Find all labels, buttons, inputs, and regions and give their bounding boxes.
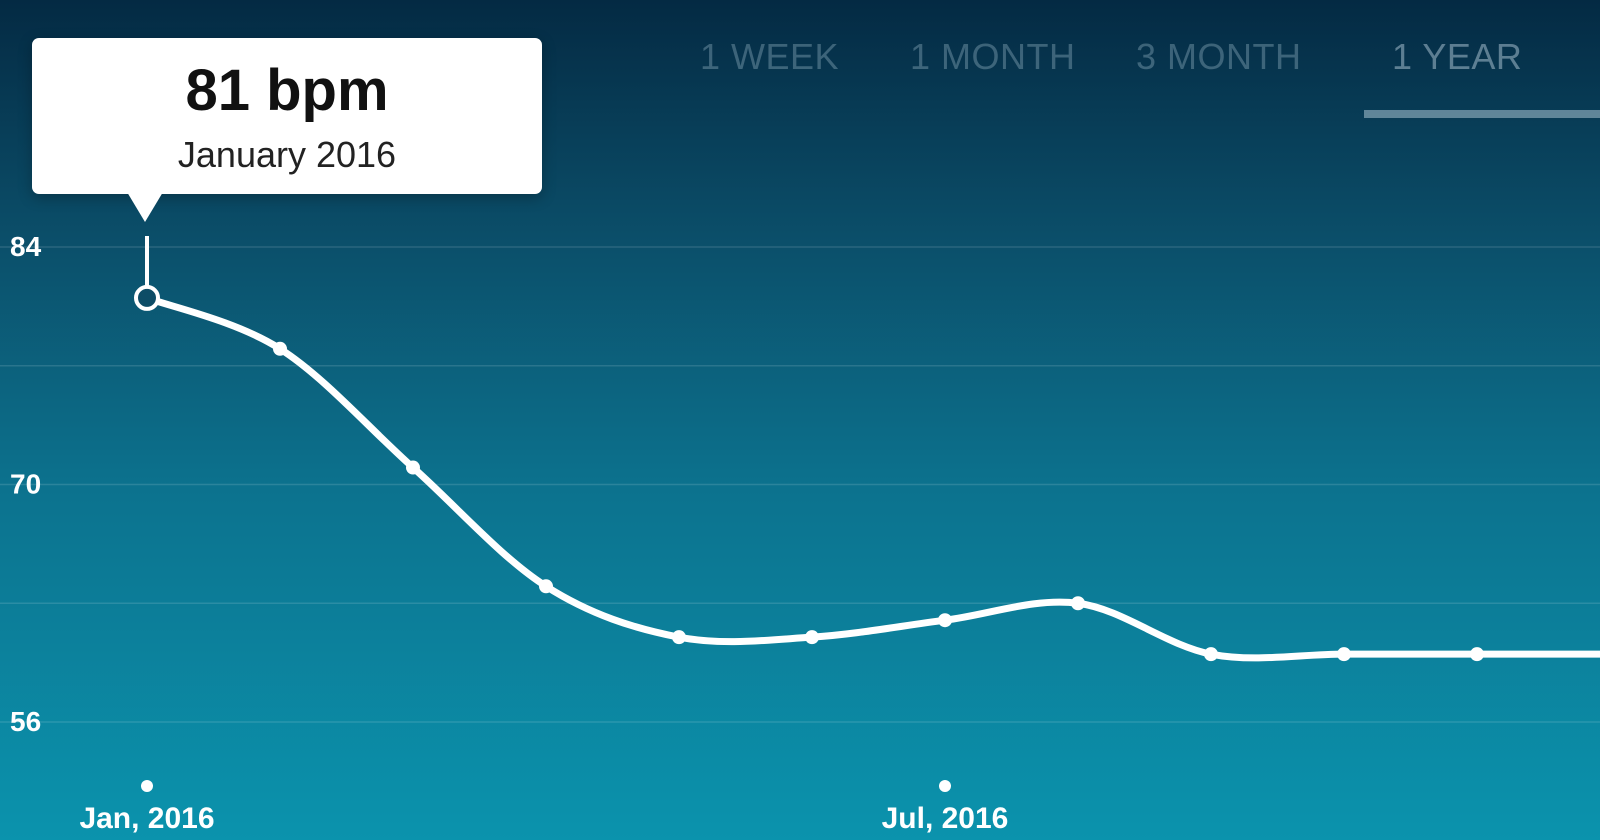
tab-1-year[interactable]: 1 YEAR <box>1392 36 1523 77</box>
x-tick-dot <box>141 780 153 792</box>
series-line <box>143 294 1600 662</box>
tooltip-date: January 2016 <box>177 134 397 175</box>
data-point <box>539 579 553 594</box>
data-point <box>1337 647 1351 662</box>
data-point <box>406 460 420 475</box>
time-range-tabs: 1 WEEK 1 MONTH 3 MONTH 1 YEAR <box>670 36 1600 126</box>
y-tick-label: 84 <box>10 231 42 262</box>
data-point <box>273 341 287 356</box>
y-axis-ticks: 84 70 56 <box>10 231 42 737</box>
x-tick-label: Jul, 2016 <box>882 802 1009 835</box>
y-tick-label: 56 <box>10 706 41 737</box>
series-group <box>143 294 1600 662</box>
data-point <box>938 613 952 628</box>
x-axis-ticks: Jan, 2016 Jul, 2016 <box>79 780 1008 835</box>
tab-1-week[interactable]: 1 WEEK <box>700 36 840 77</box>
tab-3-month[interactable]: 3 MONTH <box>1136 36 1302 77</box>
tooltip-value: 81 bpm <box>185 58 389 123</box>
x-tick-label: Jan, 2016 <box>79 802 214 835</box>
chart-grid <box>0 246 1600 723</box>
data-point <box>805 630 819 645</box>
selected-data-point <box>134 284 160 311</box>
data-point <box>1470 647 1484 662</box>
active-tab-indicator <box>1364 110 1600 118</box>
y-tick-label: 70 <box>10 469 41 500</box>
data-point <box>1071 596 1085 611</box>
tab-1-month[interactable]: 1 MONTH <box>910 36 1076 77</box>
data-point-tooltip: 81 bpm January 2016 <box>32 38 542 222</box>
selection-group <box>134 236 160 311</box>
x-tick-dot <box>939 780 951 792</box>
data-point <box>672 630 686 645</box>
data-point <box>1204 647 1218 662</box>
